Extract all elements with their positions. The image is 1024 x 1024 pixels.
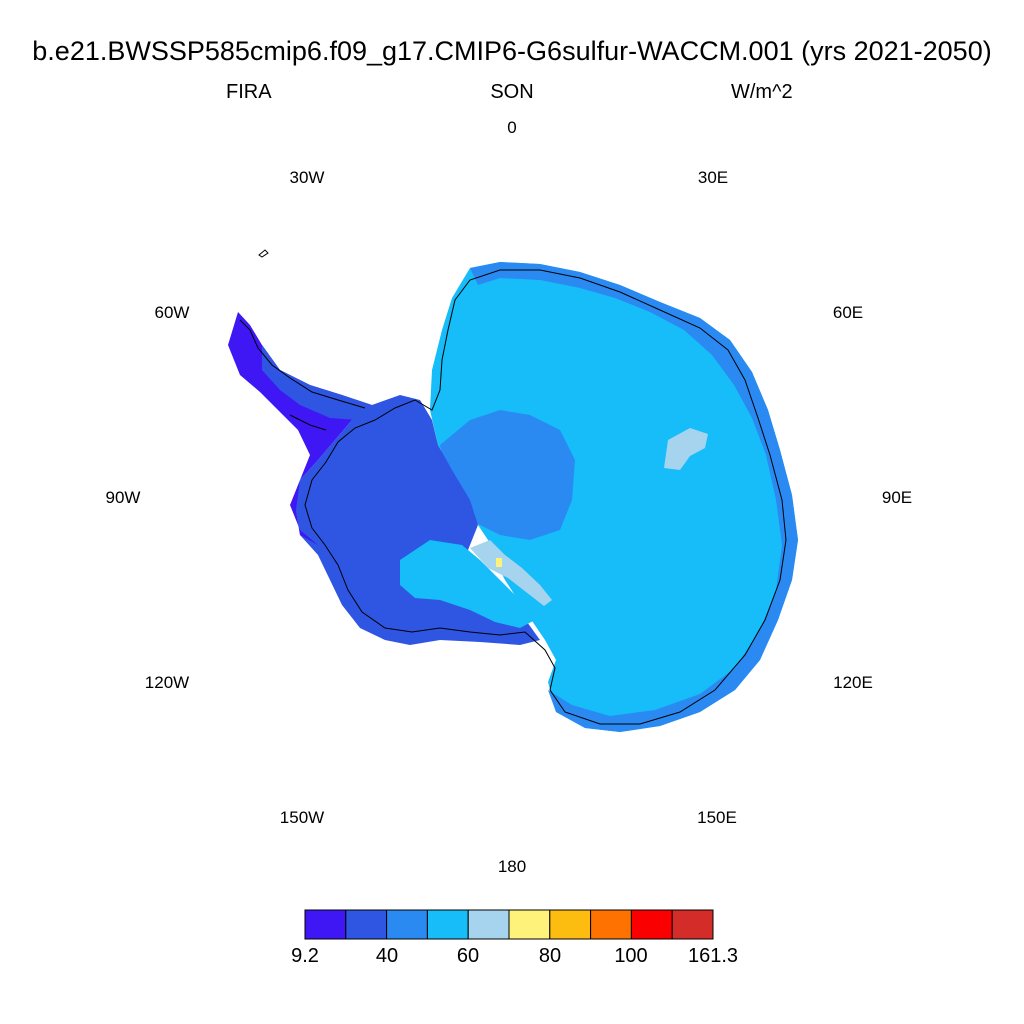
colorbar-box <box>426 909 469 940</box>
colorbar-box <box>304 909 347 940</box>
season-label: SON <box>490 81 534 103</box>
colorbar-box <box>386 909 428 940</box>
colorbar-label: 9.2 <box>291 945 319 967</box>
west-antarctica-region <box>295 395 540 645</box>
units-label: W/m^2 <box>731 81 793 103</box>
lon-label-30e: 30E <box>697 168 729 187</box>
island-outline <box>258 249 269 258</box>
warm-pixel <box>496 558 502 567</box>
east-antarctica-region <box>430 262 798 732</box>
ross-shelf-region <box>400 540 535 628</box>
transantarctic-band <box>470 540 552 606</box>
lon-label-60w: 60W <box>154 303 190 322</box>
peninsula-coastline <box>239 319 366 431</box>
lon-label-90e: 90E <box>881 488 913 507</box>
lon-label-120e: 120E <box>833 673 873 692</box>
lon-label-120w: 120W <box>144 673 190 692</box>
colorbar-label: 161.3 <box>687 945 739 967</box>
colorbar-box <box>467 909 510 940</box>
antarctica-field <box>228 249 798 732</box>
peninsula-west-coast <box>262 345 372 420</box>
colorbar-label: 60 <box>456 945 480 967</box>
light-patch <box>664 428 708 470</box>
colorbar-label: 80 <box>538 945 562 967</box>
lon-label-150w: 150W <box>279 808 325 827</box>
lon-label-150e: 150E <box>697 808 737 827</box>
colorbar-box <box>508 909 551 940</box>
variable-label: FIRA <box>226 81 272 103</box>
lon-label-60e: 60E <box>832 303 864 322</box>
colorbar-box <box>590 909 632 940</box>
coastline <box>304 269 787 725</box>
plot-title: b.e21.BWSSP585cmip6.f09_g17.CMIP6-G6sulf… <box>32 36 992 66</box>
interior-lobe <box>440 410 575 540</box>
lon-label-30w: 30W <box>289 168 325 187</box>
colorbar-box <box>345 909 388 940</box>
lon-label-180: 180 <box>497 857 527 876</box>
colorbar-box <box>630 909 673 940</box>
lon-label-0: 0 <box>507 118 517 137</box>
colorbar-box <box>549 909 592 940</box>
colorbar-box <box>671 909 714 940</box>
lon-label-90w: 90W <box>105 488 141 507</box>
colorbar-label: 40 <box>375 945 399 967</box>
colorbar-label: 100 <box>614 945 648 967</box>
